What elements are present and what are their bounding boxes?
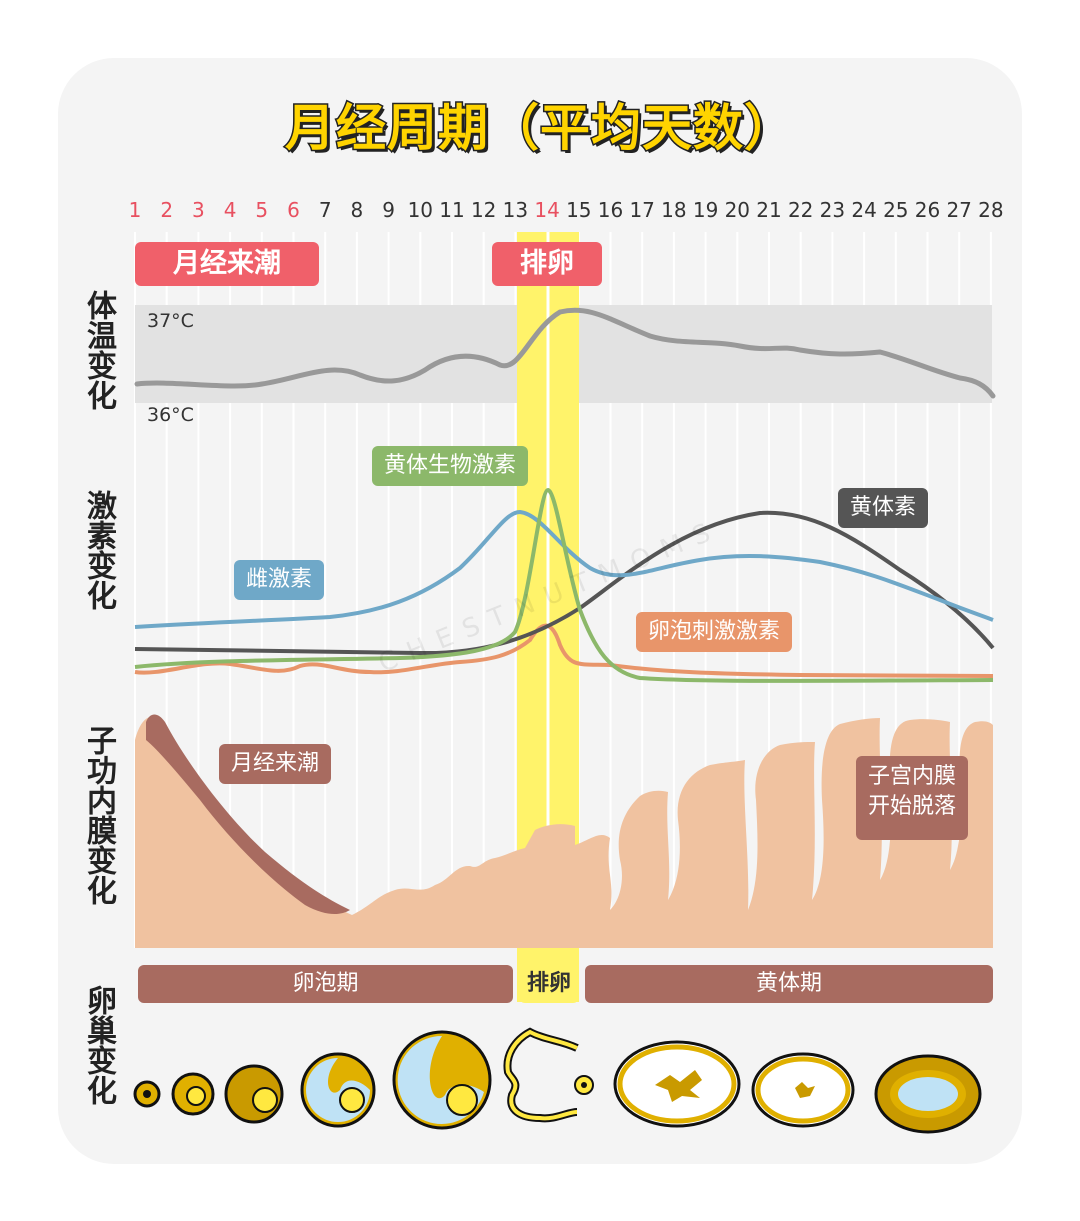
phase-follicular: 卵泡期: [138, 965, 513, 1003]
day-number: 4: [223, 198, 237, 222]
day-number: 26: [914, 198, 941, 222]
day-number: 16: [597, 198, 624, 222]
day-number: 23: [819, 198, 846, 222]
row-label-hormones: 激素变化: [81, 490, 116, 610]
corpus-luteum-wall: [755, 1056, 851, 1124]
row-label-temperature: 体温变化: [81, 290, 116, 410]
day-number: 27: [946, 198, 972, 222]
temperature-curve: [134, 307, 996, 399]
oocyte-icon: [339, 1087, 365, 1113]
day-number: 3: [192, 198, 205, 222]
estrogen-label: 雌激素: [234, 560, 325, 600]
ruptured-follicle-wall: [505, 1029, 578, 1121]
temperature-high-label: 37°C: [147, 310, 194, 332]
day-number: 6: [287, 198, 300, 222]
row-label-endometrium: 子功内膜变化: [81, 725, 116, 905]
day-number: 28: [978, 198, 1004, 222]
diagram-title: 月经周期（平均天数）: [284, 98, 796, 159]
day-number: 21: [756, 198, 782, 222]
day-number: 5: [255, 198, 269, 222]
day-number: 11: [439, 198, 465, 222]
shedding-label-line1: 子宫内膜: [868, 764, 957, 789]
oocyte-icon: [581, 1082, 587, 1088]
corpus-albicans-core: [898, 1077, 958, 1111]
menses-label: 月经来潮: [219, 744, 332, 784]
oocyte-icon: [143, 1090, 151, 1098]
day-number: 2: [160, 198, 174, 222]
menses-blood-layer: [146, 714, 350, 915]
oocyte-icon: [446, 1084, 478, 1116]
day-number: 17: [629, 198, 655, 222]
ovulation-tag: 排卵: [492, 242, 602, 286]
day-number: 13: [502, 198, 529, 222]
phase-luteal: 黄体期: [585, 965, 993, 1003]
day-number: 1: [128, 198, 142, 222]
day-number: 22: [787, 198, 814, 222]
corpus-luteum-wall: [617, 1044, 737, 1124]
day-number: 7: [318, 198, 332, 222]
estrogen-curve: [134, 509, 994, 629]
day-number: 14: [534, 198, 560, 222]
day-number: 20: [724, 198, 751, 222]
luteal-cells: [795, 1082, 815, 1098]
oocyte-icon: [186, 1086, 206, 1106]
fsh-label: 卵泡刺激激素: [636, 612, 793, 652]
lh-curve: [134, 487, 994, 683]
day-number: 12: [470, 198, 497, 222]
luteal-cells: [655, 1070, 702, 1102]
row-label-ovary: 卵巢变化: [81, 985, 116, 1105]
temperature-low-label: 36°C: [147, 404, 194, 426]
day-number: 9: [382, 198, 395, 222]
day-number: 24: [851, 198, 877, 222]
day-number: 25: [883, 198, 909, 222]
shedding-label: 子宫内膜 开始脱落: [856, 756, 969, 840]
day-number: 15: [566, 198, 592, 222]
lh-label: 黄体生物激素: [372, 446, 529, 486]
endometrium-layer: [135, 716, 993, 948]
day-number: 10: [407, 198, 434, 222]
oocyte-icon: [252, 1087, 278, 1113]
day-number: 19: [692, 198, 719, 222]
day-number: 18: [661, 198, 687, 222]
menstruation-tag: 月经来潮: [135, 242, 319, 286]
phase-ovulation: 排卵: [519, 965, 579, 1003]
fsh-curve: [134, 623, 994, 678]
ovary-stages: [133, 1027, 982, 1134]
day-number: 8: [350, 198, 364, 222]
progesterone-label: 黄体素: [838, 488, 929, 528]
shedding-label-line2: 开始脱落: [868, 794, 957, 819]
progesterone-curve: [134, 510, 995, 656]
